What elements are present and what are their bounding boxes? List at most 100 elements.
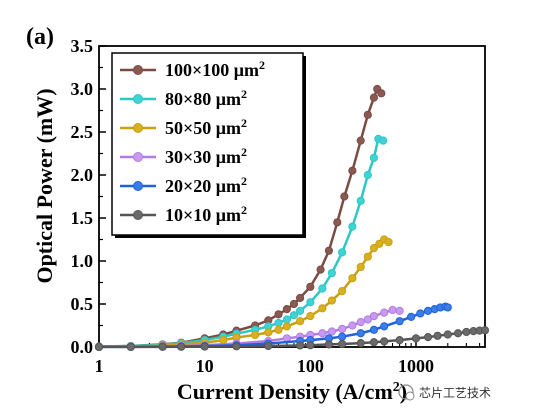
series-point — [369, 338, 379, 347]
legend-marker — [133, 210, 143, 220]
series-point — [380, 322, 389, 331]
series-point — [377, 89, 386, 98]
series-point — [356, 317, 365, 327]
series-point — [384, 237, 393, 247]
series-point — [423, 306, 433, 315]
series-point — [380, 337, 389, 346]
series-point — [416, 309, 425, 318]
y-tick-label: 1.5 — [71, 208, 94, 228]
y-tick-label: 0.5 — [71, 294, 94, 314]
x-tick-label: 100 — [297, 356, 324, 376]
wechat-icon-inner — [405, 391, 415, 401]
legend-marker — [133, 181, 143, 191]
legend-shadow-bottom — [115, 235, 306, 238]
series-point — [363, 315, 372, 324]
series-point — [250, 330, 260, 340]
y-tick-label: 2.5 — [71, 122, 94, 142]
legend-item: 80×80 μm2 — [120, 87, 247, 109]
series-point — [443, 303, 452, 312]
legend-label: 20×20 μm2 — [165, 174, 247, 196]
watermark: 芯片工艺技术 — [398, 384, 491, 401]
series-point — [126, 342, 135, 352]
legend-marker — [133, 123, 143, 133]
series-point — [327, 268, 336, 278]
series-point — [348, 274, 357, 283]
series-point — [395, 336, 404, 345]
series-point — [274, 318, 283, 328]
legend-label-text: 80×80 μm — [165, 89, 241, 109]
x-axis-label-sup: 2 — [393, 380, 400, 395]
series-point — [289, 311, 299, 320]
x-tick-label: 1 — [95, 356, 104, 376]
series-point — [324, 246, 334, 255]
series-point — [232, 342, 241, 351]
legend-item: 10×10 μm2 — [120, 203, 247, 225]
series-point — [363, 170, 372, 180]
series-point — [158, 342, 167, 351]
series-point — [327, 296, 336, 305]
series-point — [380, 308, 389, 317]
legend-marker — [133, 65, 143, 75]
series-point — [338, 332, 347, 341]
series-point — [318, 284, 327, 293]
legend-label-text: 20×20 μm — [165, 176, 241, 196]
series-point — [338, 324, 347, 334]
legend-label-sup: 2 — [241, 145, 247, 159]
series-point — [369, 93, 379, 102]
legend-label-sup: 2 — [241, 174, 247, 188]
series-point — [316, 265, 325, 274]
series-point — [282, 305, 291, 314]
series-point — [306, 341, 315, 350]
legend-label-sup: 2 — [241, 116, 247, 130]
series-point — [369, 325, 379, 334]
legend-marker — [133, 152, 143, 162]
series-point — [274, 310, 283, 319]
legend-item: 50×50 μm2 — [120, 116, 247, 138]
x-tick-label: 1000 — [398, 356, 434, 376]
legend-label: 80×80 μm2 — [165, 87, 247, 109]
series-point — [356, 262, 365, 272]
series-point — [264, 328, 273, 337]
plot-area: 0.0 0.5 1.0 1.5 2.0 2.5 3.0 3.5 1 10 100 1000 — [71, 36, 486, 376]
series-point — [356, 136, 365, 145]
legend-frame — [111, 52, 304, 236]
series-point — [348, 321, 357, 330]
legend-label-text: 50×50 μm — [165, 118, 241, 138]
legend-item: 30×30 μm2 — [120, 145, 247, 167]
series-point — [318, 329, 327, 338]
series-point — [462, 327, 471, 337]
series-layer — [94, 84, 490, 352]
legend-label-sup: 2 — [259, 58, 265, 72]
legend-label-text: 30×30 μm — [165, 147, 241, 167]
series-point — [356, 329, 365, 338]
legend-label: 100×100 μm2 — [165, 58, 265, 80]
legend-label: 10×10 μm2 — [165, 203, 247, 225]
x-axis-label-close: ) — [400, 379, 407, 404]
series-point — [200, 342, 209, 351]
legend-item: 20×20 μm2 — [120, 174, 247, 196]
wechat-icon — [398, 384, 414, 400]
legend-shadow-right — [303, 56, 306, 238]
series-point — [423, 333, 433, 342]
series-point — [480, 326, 490, 335]
series-point — [348, 222, 357, 231]
series-point — [94, 342, 104, 352]
series-point — [289, 299, 299, 309]
y-tick-label: 1.0 — [71, 251, 94, 271]
series-point — [318, 304, 327, 313]
y-tick-label: 0.0 — [71, 337, 94, 357]
legend-item: 100×100 μm2 — [120, 58, 265, 80]
legend-label-sup: 2 — [241, 87, 247, 101]
series-point — [295, 306, 305, 315]
x-axis-label-main: Current Density (A/cm — [177, 379, 393, 404]
series-point — [395, 306, 404, 315]
series-point — [306, 282, 315, 291]
y-tick-label: 3.0 — [71, 79, 94, 99]
y-tick-label: 3.5 — [71, 36, 94, 56]
y-axis-label: Optical Power (mW) — [32, 88, 57, 283]
series-point — [327, 327, 336, 336]
series-point — [264, 341, 273, 351]
series-point — [356, 339, 365, 348]
